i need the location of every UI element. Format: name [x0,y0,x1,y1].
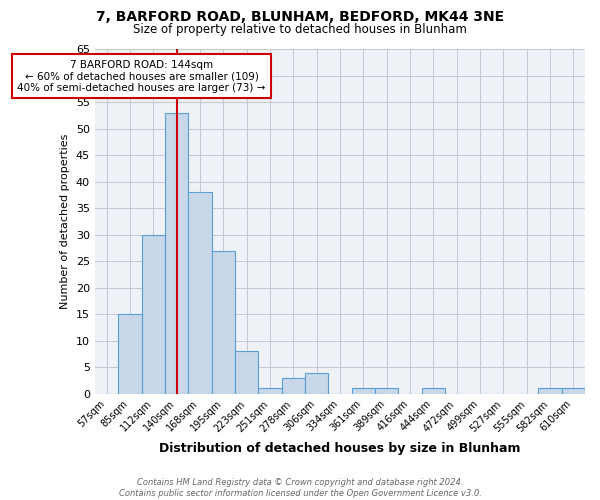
Bar [188,192,212,394]
X-axis label: Distribution of detached houses by size in Blunham: Distribution of detached houses by size … [159,442,521,455]
Text: 7, BARFORD ROAD, BLUNHAM, BEDFORD, MK44 3NE: 7, BARFORD ROAD, BLUNHAM, BEDFORD, MK44 … [96,10,504,24]
Text: 7 BARFORD ROAD: 144sqm
← 60% of detached houses are smaller (109)
40% of semi-de: 7 BARFORD ROAD: 144sqm ← 60% of detached… [17,60,266,93]
Bar [375,388,398,394]
Bar [562,388,585,394]
Bar [258,388,281,394]
Y-axis label: Number of detached properties: Number of detached properties [61,134,70,309]
Bar [422,388,445,394]
Bar [352,388,375,394]
Bar [538,388,562,394]
Text: Contains HM Land Registry data © Crown copyright and database right 2024.
Contai: Contains HM Land Registry data © Crown c… [119,478,481,498]
Text: Size of property relative to detached houses in Blunham: Size of property relative to detached ho… [133,22,467,36]
Bar [165,112,188,394]
Bar [305,372,328,394]
Bar [235,352,258,394]
Bar [118,314,142,394]
Bar [212,250,235,394]
Bar [142,234,165,394]
Bar [281,378,305,394]
